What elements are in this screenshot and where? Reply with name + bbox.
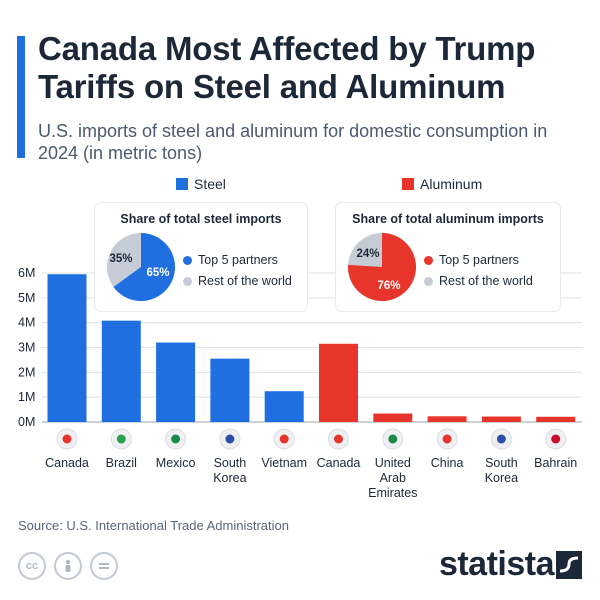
flag-emblem [171,434,181,444]
steel-share-title: Share of total steel imports [120,212,282,226]
aluminum-top5-pct: 76% [377,280,400,292]
license-icons: cc [18,552,118,580]
statista-logo-mark-icon [556,551,582,579]
flag-emblem [334,434,343,444]
y-tick-label: 5M [18,291,35,305]
flag-emblem [496,434,506,444]
steel-legend-rest-dot [183,276,192,286]
steel-pie-top5-slice [113,233,175,301]
y-tick-label: 4M [18,316,35,330]
aluminum-share-card: Share of total aluminum imports 76% 24% … [336,203,560,311]
chart-title: Canada Most Affected by Trump Tariffs on… [38,30,536,105]
bar [319,343,358,422]
flag-emblem [62,434,72,444]
x-tick-label: Canada [45,456,89,470]
steel-legend-top5-dot [183,255,192,265]
bar [481,416,521,422]
bar [47,274,87,422]
x-tick-label: Korea [213,471,246,485]
cc-icon[interactable]: cc [18,552,46,580]
steel-top5-pct: 65% [146,267,169,279]
steel-legend-rest: Rest of the world [183,274,292,288]
aluminum-rest-pct: 24% [356,248,379,260]
y-tick-label: 3M [18,341,35,355]
legend-aluminum: Aluminum [402,175,482,193]
source-note: Source: U.S. International Trade Adminis… [18,518,289,533]
bar [373,413,413,422]
x-tick-label: Brazil [106,456,137,470]
legend-aluminum-label: Aluminum [420,176,483,192]
y-tick-label: 6M [18,266,35,280]
equals-icon[interactable] [90,552,118,580]
steel-rest-pct: 35% [109,253,132,265]
x-tick-label: South [214,456,247,470]
aluminum-share-title: Share of total aluminum imports [352,212,544,226]
chart-subtitle: U.S. imports of steel and aluminum for d… [38,121,548,163]
aluminum-pie-top5-slice [348,233,417,301]
aluminum-legend-top5-dot [424,255,433,265]
x-tick-label: Vietnam [261,456,307,470]
steel-share-pie: 65% 35% [107,233,175,301]
flag-emblem [225,434,235,444]
x-tick-label: United [375,456,411,470]
x-tick-label: Emirates [368,486,417,500]
steel-legend-rest-label: Rest of the world [198,274,292,288]
bar [210,358,250,422]
flag-emblem [551,434,561,444]
x-tick-label: South [485,456,518,470]
x-tick-label: Korea [485,471,518,485]
steel-legend-top5-label: Top 5 partners [198,253,278,267]
bar [101,320,141,422]
x-tick-label: China [431,456,464,470]
steel-legend-top5: Top 5 partners [183,253,278,267]
aluminum-share-pie: 76% 24% [348,233,417,301]
legend-steel-swatch [176,178,188,190]
x-tick-label: Canada [317,456,361,470]
statista-logo-text[interactable]: statista [438,545,555,583]
steel-share-card: Share of total steel imports 65% 35% Top… [95,203,307,311]
bar [427,416,467,422]
y-tick-label: 1M [18,390,35,404]
person-icon[interactable] [54,552,82,580]
aluminum-legend-top5: Top 5 partners [424,253,519,267]
aluminum-legend-rest-label: Rest of the world [439,274,533,288]
flag-emblem [388,434,398,444]
legend-aluminum-swatch [402,178,414,190]
x-tick-label: Arab [380,471,406,485]
bar [156,342,196,422]
legend-steel: Steel [176,175,226,193]
title-accent-bar [17,36,25,158]
y-tick-label: 2M [18,365,35,379]
aluminum-legend-rest-dot [424,276,433,286]
bar [536,416,576,422]
flag-emblem [116,434,126,444]
y-tick-label: 0M [18,415,35,429]
x-tick-label: Bahrain [534,456,577,470]
aluminum-legend-rest: Rest of the world [424,274,533,288]
flag-emblem [442,434,452,444]
legend-steel-label: Steel [194,176,226,192]
aluminum-legend-top5-label: Top 5 partners [439,253,519,267]
bar [264,391,304,422]
flag-emblem [279,434,289,444]
x-tick-label: Mexico [156,456,196,470]
